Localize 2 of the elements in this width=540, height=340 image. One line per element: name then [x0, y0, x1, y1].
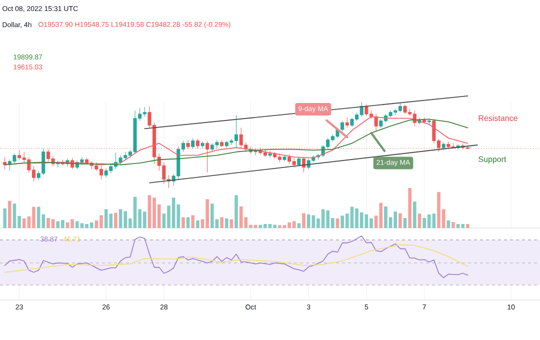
annotation: Support — [478, 156, 506, 164]
annotation: Resistance — [478, 115, 518, 121]
